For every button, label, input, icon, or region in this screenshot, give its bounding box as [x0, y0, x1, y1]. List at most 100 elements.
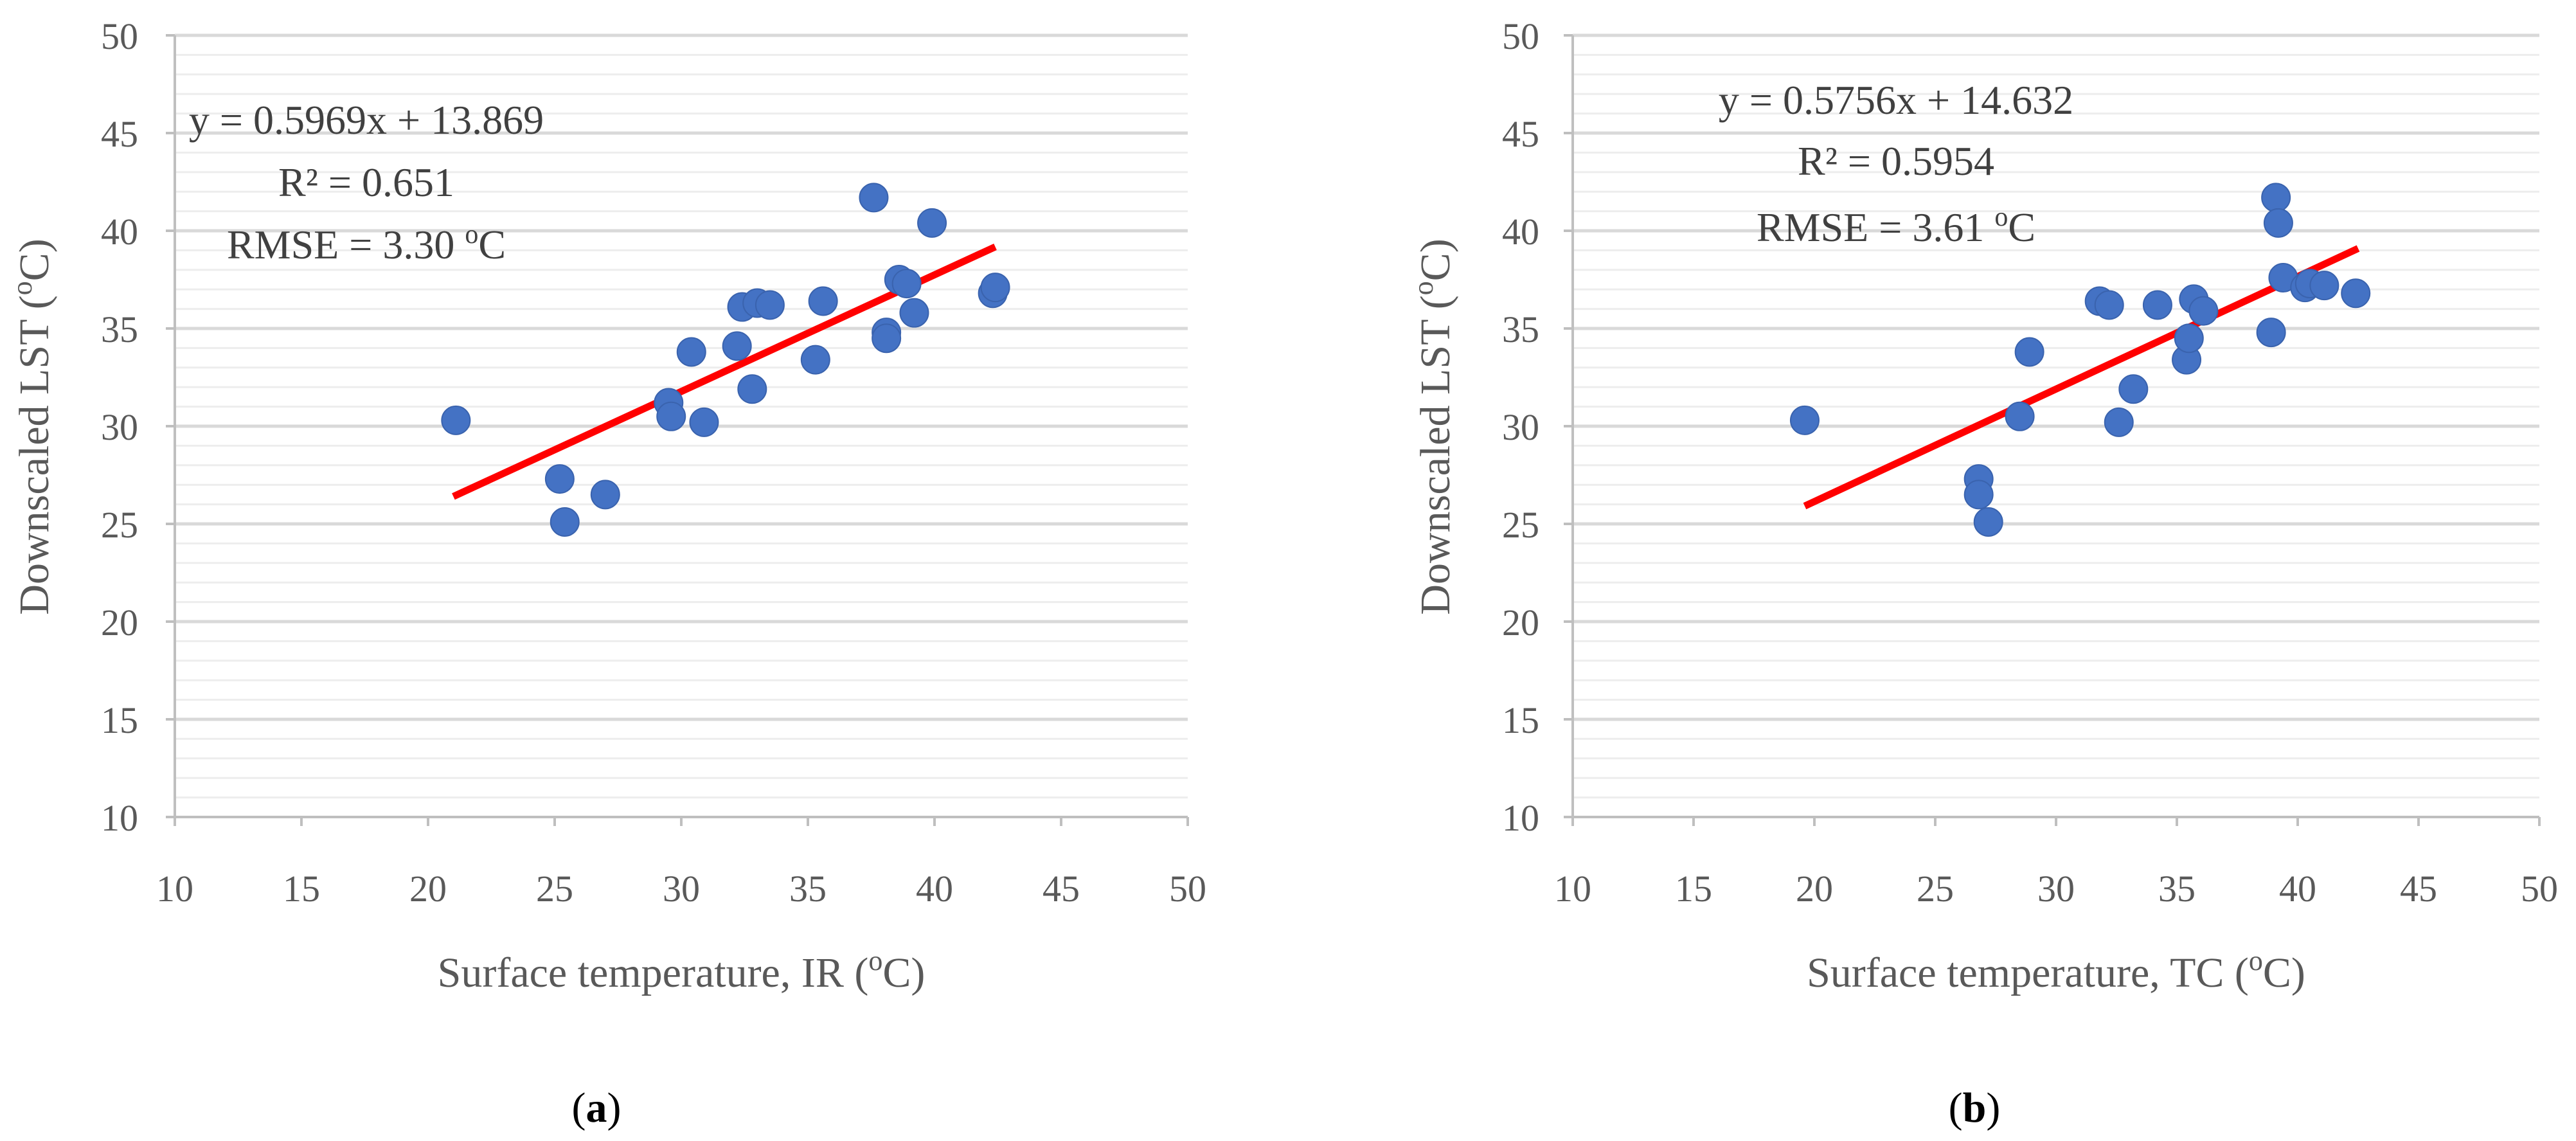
- x-tick-label: 35: [789, 868, 827, 910]
- y-tick-label: 35: [101, 309, 138, 350]
- y-axis-title-tail: C): [1412, 238, 1459, 281]
- y-tick-label: 30: [1502, 406, 1539, 448]
- data-point: [689, 407, 719, 437]
- rmse-sup: o: [1994, 202, 2008, 232]
- x-axis-title-tail: C): [2263, 949, 2305, 996]
- data-point: [550, 507, 580, 537]
- x-axis-title-text: Surface temperature, TC (: [1807, 949, 2249, 996]
- data-point: [2261, 183, 2291, 213]
- x-tick-label: 50: [2521, 868, 2558, 910]
- y-tick-label: 45: [1502, 113, 1539, 155]
- panel-b-trendline: [1803, 245, 2360, 510]
- y-axis-title-sup: o: [6, 281, 38, 295]
- rmse-sup: o: [465, 220, 478, 249]
- panel-b: 10 15 20 25 30 35 40 45 50 10 15 20 25 3…: [1408, 15, 2558, 1131]
- data-point: [1789, 405, 1820, 435]
- data-point: [859, 183, 889, 213]
- data-point: [899, 298, 929, 328]
- y-tick-label: 25: [1502, 504, 1539, 546]
- data-point: [737, 374, 767, 404]
- panel-b-y-tick-labels: 10 15 20 25 30 35 40 45 50: [1502, 15, 1539, 839]
- panel-b-x-tick-labels: 10 15 20 25 30 35 40 45 50: [1554, 868, 2558, 910]
- x-tick-label: 15: [1675, 868, 1712, 910]
- panel-label-letter: b: [1963, 1084, 1987, 1131]
- equation-label: y = 0.5969x + 13.869: [189, 97, 544, 143]
- panel-b-grid: [1573, 33, 2539, 799]
- panel-label-open: (: [1949, 1084, 1963, 1131]
- panel-a: 10 15 20 25 30 35 40 45 50 10 15 20 25 3…: [6, 15, 1206, 1131]
- x-tick-label: 25: [536, 868, 573, 910]
- x-axis-title-sup: o: [2249, 945, 2263, 976]
- x-tick-label: 15: [283, 868, 320, 910]
- x-tick-label: 50: [1169, 868, 1206, 910]
- x-tick-label: 20: [1796, 868, 1833, 910]
- panel-label-letter: a: [586, 1084, 607, 1131]
- y-tick-label: 45: [101, 113, 138, 155]
- rmse-label: RMSE = 3.30 oC: [227, 220, 506, 267]
- data-point: [2341, 278, 2371, 309]
- rmse-tail: C: [2008, 204, 2035, 250]
- y-tick-label: 25: [101, 504, 138, 546]
- y-axis-title-text: Downscaled LST (: [11, 295, 58, 615]
- data-point: [2094, 290, 2124, 320]
- x-tick-label: 45: [1042, 868, 1080, 910]
- r-squared-label: R² = 0.651: [278, 159, 454, 205]
- panel-a-points: [441, 183, 1010, 537]
- y-axis-title-tail: C): [11, 238, 58, 281]
- panel-b-x-axis-title: Surface temperature, TC (oC): [1807, 945, 2305, 996]
- x-axis-title-text: Surface temperature, IR (: [438, 949, 869, 996]
- y-tick-label: 20: [1502, 602, 1539, 643]
- y-tick-label: 40: [101, 211, 138, 253]
- data-point: [2174, 323, 2204, 354]
- data-point: [2005, 401, 2035, 431]
- data-point: [2142, 290, 2172, 320]
- data-point: [2104, 407, 2134, 437]
- y-tick-label: 35: [1502, 309, 1539, 350]
- data-point: [1963, 480, 1994, 510]
- x-tick-label: 40: [916, 868, 953, 910]
- r-squared-label: R² = 0.5954: [1798, 138, 1994, 184]
- data-point: [1973, 507, 2003, 537]
- data-point: [2118, 374, 2149, 404]
- y-axis-title-text: Downscaled LST (: [1412, 295, 1459, 615]
- y-tick-label: 50: [1502, 15, 1539, 57]
- x-tick-label: 30: [663, 868, 700, 910]
- x-tick-label: 35: [2158, 868, 2196, 910]
- equation-label: y = 0.5756x + 14.632: [1719, 77, 2073, 123]
- panel-a-grid: [175, 33, 1188, 799]
- data-point: [441, 405, 471, 435]
- x-tick-label: 10: [156, 868, 193, 910]
- data-point: [544, 464, 575, 494]
- data-point: [808, 286, 838, 316]
- data-point: [676, 337, 706, 367]
- data-point: [2014, 337, 2044, 367]
- panel-b-points: [1789, 183, 2371, 537]
- x-tick-label: 45: [2400, 868, 2437, 910]
- x-axis-title-sup: o: [868, 945, 882, 976]
- panel-b-label: (b): [1949, 1084, 2001, 1131]
- panel-b-annotation: y = 0.5756x + 14.632 R² = 0.5954 RMSE = …: [1719, 77, 2073, 250]
- data-point: [980, 273, 1010, 303]
- x-tick-label: 40: [2279, 868, 2316, 910]
- panel-a-x-axis-title: Surface temperature, IR (oC): [438, 945, 926, 996]
- data-point: [755, 290, 785, 320]
- data-point: [722, 331, 752, 361]
- x-tick-label: 20: [409, 868, 447, 910]
- rmse-label: RMSE = 3.61 oC: [1757, 202, 2035, 250]
- x-tick-label: 10: [1554, 868, 1591, 910]
- y-tick-label: 40: [1502, 211, 1539, 253]
- y-tick-label: 30: [101, 406, 138, 448]
- panel-b-axes: [1564, 34, 2541, 826]
- x-axis-title-tail: C): [882, 949, 925, 996]
- data-point: [2309, 271, 2339, 301]
- y-axis-title-sup: o: [1408, 281, 1439, 295]
- data-point: [2256, 318, 2286, 348]
- panel-a-axes: [166, 34, 1189, 826]
- data-point: [917, 208, 947, 238]
- x-tick-label: 30: [2037, 868, 2075, 910]
- rmse-text: RMSE = 3.30: [227, 222, 465, 267]
- panel-label-open: (: [572, 1084, 586, 1131]
- panel-a-y-axis-title: Downscaled LST (oC): [6, 238, 58, 615]
- panel-a-label: (a): [572, 1084, 622, 1131]
